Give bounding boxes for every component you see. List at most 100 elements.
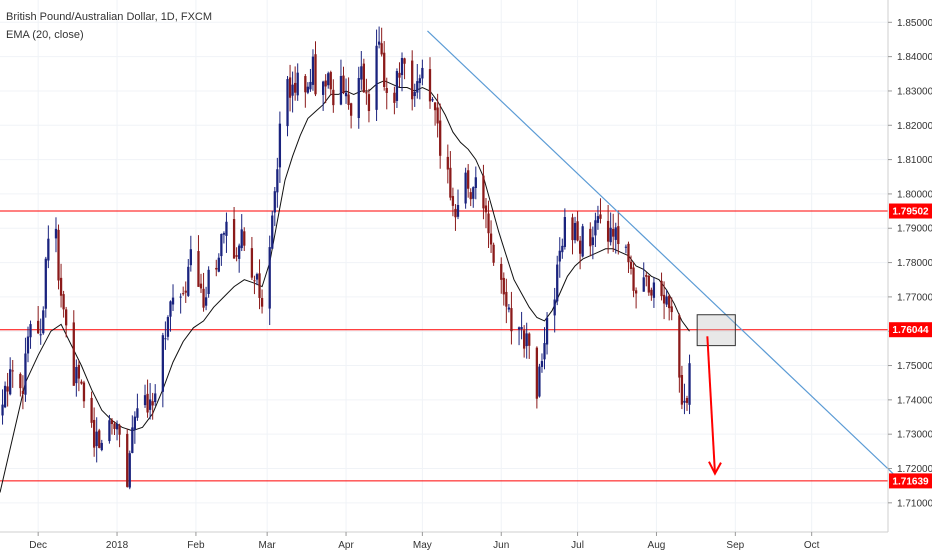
candle-body [278,123,282,168]
candle-body [683,400,686,403]
candle-body [484,205,488,213]
candle-body [624,246,628,248]
candle-body [294,82,297,93]
candle-body [617,226,620,245]
candle-body [288,77,292,98]
candle-body [146,393,149,413]
x-tick-label: Mar [259,540,277,550]
x-axis-ticks: Dec 2018 Feb Mar Apr May Jun Jul Aug Sep Oct [29,532,820,550]
candle-body [75,367,78,384]
axes [0,0,889,533]
candle-body [545,317,549,345]
candle-body [80,381,83,384]
candle-body [128,453,131,488]
candle-body [349,103,353,116]
candles-layer [1,26,691,490]
candle-body [367,94,371,112]
candle-body [255,274,259,280]
candle-body [436,107,439,124]
y-tick-label: 1.71000 [897,498,932,509]
price-badges: 1.79502 1.76044 1.71639 [889,203,932,489]
candle-body [90,397,93,423]
candle-body [65,309,68,326]
candle-body [395,71,399,101]
candle-body [273,191,276,213]
candle-body [467,170,470,189]
target-arrow-shaft[interactable] [706,336,716,474]
candle-body [327,73,330,86]
candle-body [148,399,152,410]
candle-body [189,249,192,266]
candle-body [398,72,401,78]
candle-body [57,229,60,281]
candle-body [1,404,4,416]
candle-body [540,361,544,367]
candle-body [553,299,556,316]
candle-body [225,221,228,236]
candle-body [647,276,650,293]
candle-body [632,267,635,291]
candle-body [360,66,363,80]
candle-body [113,423,116,429]
x-tick-label: Jun [493,540,509,550]
candle-body [507,307,511,310]
candle-body [215,267,218,270]
candle-body [268,247,271,309]
candle-body [286,79,289,127]
y-tick-label: 1.84000 [897,52,932,63]
zone-rectangle[interactable] [696,314,736,347]
candle-body [451,196,455,206]
x-tick-label: Feb [187,540,205,550]
horizontal-levels [0,210,888,482]
candle-body [634,290,638,294]
candle-body [238,245,241,259]
candle-body [143,395,147,406]
x-tick-label: Jul [571,540,584,550]
candle-body [589,228,592,247]
candle-body [187,266,190,296]
candle-body [131,427,134,453]
candle-body [652,282,656,298]
candle-body [558,250,561,262]
candle-body [98,430,101,448]
candle-body [311,56,315,85]
candle-body [612,228,615,237]
candle-body [487,213,490,234]
candle-body [329,72,332,90]
candle-body [110,419,114,425]
candle-body [428,69,432,102]
y-tick-label: 1.83000 [897,86,932,97]
candle-body [21,390,25,394]
candle-body [37,320,40,334]
x-tick-label: Apr [338,540,354,550]
candle-body [291,84,294,96]
indicator-label: EMA (20, close) [6,29,84,41]
candle-body [207,269,210,295]
candle-body [29,324,32,338]
drawings-layer [427,30,894,476]
candle-body [375,45,378,110]
candle-body [472,187,475,199]
candle-body [309,81,312,90]
candle-body [339,75,343,105]
candle-body [413,91,416,97]
candle-body [627,243,630,263]
candle-body [665,296,668,305]
candle-body [517,327,521,330]
candle-body [591,237,594,246]
candle-body [44,258,47,309]
candle-body [276,169,279,193]
trendline[interactable] [427,30,894,475]
candle-body [62,294,65,310]
ema-line [0,80,690,493]
candle-body [306,86,310,93]
candle-body [26,336,30,354]
candle-body [82,382,86,402]
candle-body [660,280,663,297]
candle-body [199,283,203,289]
x-tick-label: May [413,540,432,550]
y-tick-label: 1.85000 [897,18,932,29]
candle-body [365,92,368,94]
